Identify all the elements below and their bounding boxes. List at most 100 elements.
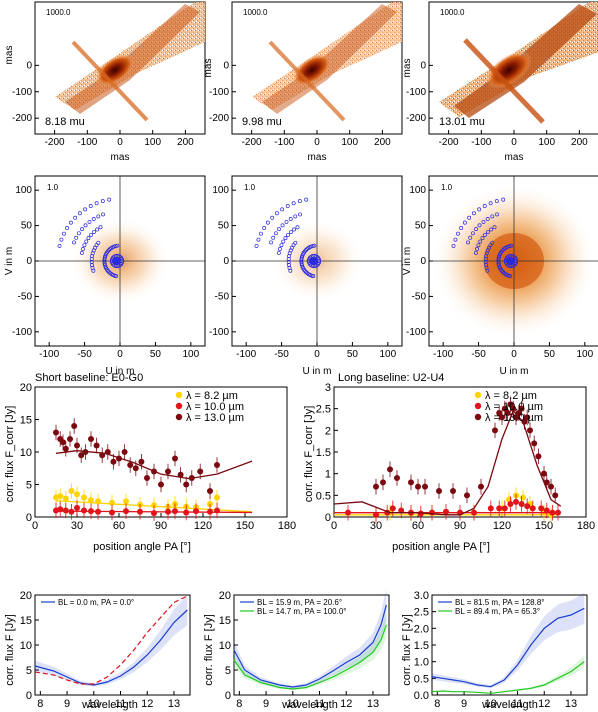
uv-point (485, 217, 490, 221)
uv-point (94, 201, 99, 206)
y-tick-label: 2.0 (414, 623, 429, 635)
spectrum-line (431, 607, 585, 688)
uv-point (112, 257, 120, 265)
x-tick-label: -100 (236, 349, 256, 360)
y-tick-label: 10 (20, 640, 32, 652)
data-point (443, 508, 449, 515)
legend-label: λ = 8.2 µm (485, 390, 537, 402)
y-tick-label: 20 (20, 382, 32, 394)
data-point (422, 483, 428, 490)
disk-streak (268, 40, 346, 122)
uv-point (482, 204, 487, 208)
data-point (429, 509, 435, 516)
wavelength-label: 9.98 mu (242, 116, 282, 128)
x-tick-label: 200 (374, 137, 391, 148)
spectrum-panel-2: 8 9 10 11 12 13 0 5 10 15 20 BL = 15.9 m, PA = 20.6… (219, 588, 390, 710)
disk-streak (73, 42, 147, 120)
uv-point (474, 227, 478, 232)
y-axis-label: V in m (402, 247, 413, 275)
y-tick-label: 0 (225, 690, 231, 702)
data-point (60, 439, 66, 446)
x-tick-label: 13 (168, 698, 180, 710)
y-tick-label: 50 (218, 221, 230, 232)
data-point (207, 508, 213, 515)
x-tick-label: 200 (571, 137, 588, 148)
y-tick-label: 5 (26, 665, 32, 677)
scale-label: 1.0 (441, 183, 453, 192)
y-tick-label: 0 (325, 512, 331, 524)
x-tick-label: 100 (576, 349, 593, 360)
y-tick-label: -100 (12, 87, 32, 98)
data-point (538, 505, 545, 512)
uv-point (119, 257, 124, 262)
y-tick-label: 100 (212, 185, 229, 196)
data-point (68, 488, 75, 494)
data-point (109, 509, 115, 516)
y-tick-label: 0 (420, 60, 426, 71)
y-axis-label: corr. flux F [Jy] (401, 614, 413, 686)
data-point (548, 483, 554, 490)
y-tick-label: -100 (209, 87, 229, 98)
x-tick-label: 12 (340, 698, 352, 710)
data-point (496, 505, 503, 512)
uv-panel-3: 1.0 (428, 175, 598, 347)
spectrum-line (34, 609, 188, 686)
uv-point (283, 236, 288, 241)
x-axis-label: U in m (500, 366, 529, 377)
uv-point (288, 217, 293, 221)
y-tick-label: -200 (209, 113, 229, 124)
y-tick-label: -100 (12, 327, 32, 338)
x-tick-label: 100 (341, 137, 358, 148)
x-tick-label: 10 (88, 698, 100, 710)
uv-point (271, 235, 276, 240)
legend-marker (474, 391, 482, 399)
y-tick-label: 0.0 (414, 690, 429, 702)
x-tick-label: -200 (439, 137, 459, 148)
y-tick-label: -200 (406, 113, 426, 124)
data-point (81, 507, 87, 514)
data-point (507, 501, 514, 507)
y-axis-label: mas (402, 59, 413, 78)
data-point (436, 488, 442, 494)
data-point (123, 508, 129, 515)
uv-point (466, 240, 470, 245)
data-point (492, 427, 498, 434)
x-tick-label: 120 (194, 520, 212, 532)
y-tick-label: 1 (325, 469, 331, 481)
x-tick-label: 12 (538, 698, 550, 710)
legend-label: BL = 81.5 m, PA = 128.8° (455, 598, 544, 607)
uv-point (89, 232, 93, 237)
data-point (158, 481, 164, 488)
y-tick-label: 0.5 (316, 490, 331, 502)
uv-point (291, 201, 296, 206)
data-point (541, 470, 547, 477)
x-tick-label: 9 (64, 698, 70, 710)
plot-frame (34, 386, 288, 518)
y-tick-label: 15 (219, 615, 231, 627)
x-tick-label: -100 (77, 137, 97, 148)
spectrum-line (431, 661, 585, 694)
data-point (408, 479, 414, 486)
y-tick-label: -100 (209, 327, 229, 338)
x-axis-label: mas (505, 152, 524, 163)
uv-point (481, 219, 486, 224)
uv-point (467, 215, 472, 220)
data-point (71, 423, 78, 429)
uv-point (273, 231, 278, 236)
legend-label: λ = 13.0 µm (485, 412, 543, 424)
data-point (214, 462, 220, 468)
data-point (165, 468, 171, 475)
uv-point (91, 230, 96, 234)
data-point (151, 468, 157, 475)
y-tick-label: 1.5 (316, 447, 331, 459)
row3: Short baseline: E0-G0 Long baseline: U2-… (4, 372, 595, 553)
uv-point (72, 240, 76, 245)
x-tick-label: 180 (278, 520, 296, 532)
x-tick-label: 0 (314, 137, 320, 148)
data-point (543, 479, 550, 486)
uv-point (471, 211, 476, 216)
uv-panel-1: 1.0 (34, 175, 206, 347)
x-axis-label: wavelength (81, 699, 138, 711)
uv-point (489, 227, 494, 232)
data-point (57, 506, 64, 513)
